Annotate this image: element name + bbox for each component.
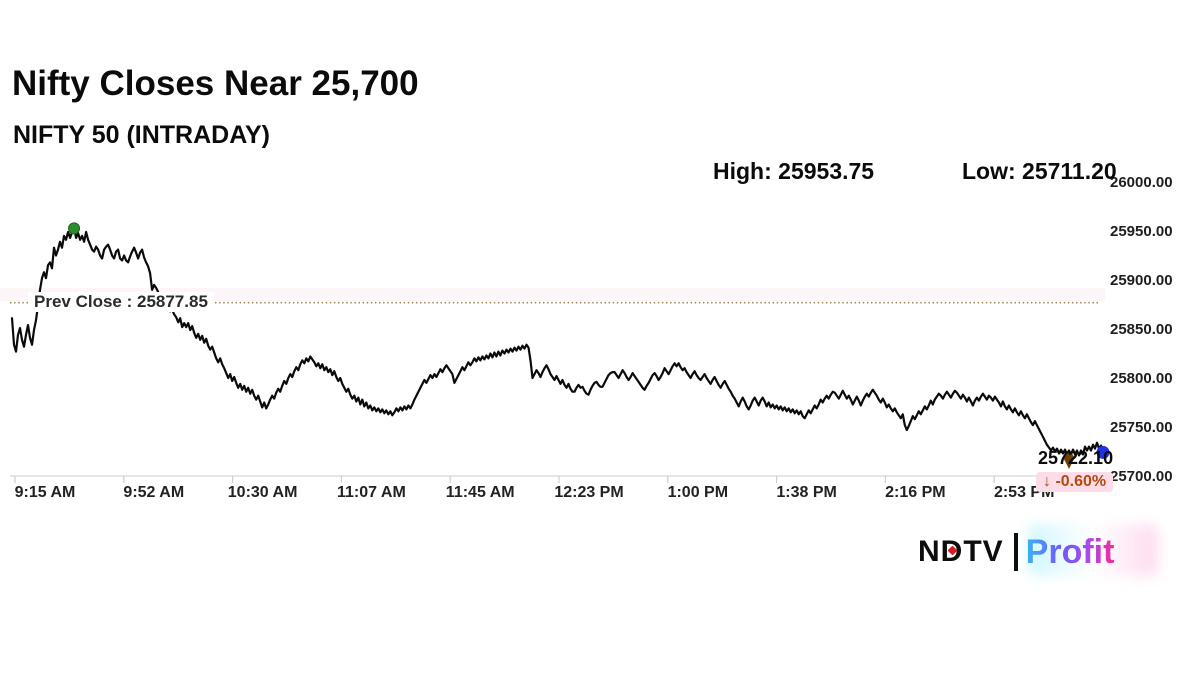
low-value-label: Low: 25711.20 <box>962 158 1117 184</box>
x-axis-tick-label: 12:23 PM <box>554 484 624 501</box>
day-high-marker-icon <box>68 222 81 235</box>
last-price-label: 25722.10 <box>1038 448 1114 468</box>
y-axis-tick-label: 25900.00 <box>1110 272 1173 289</box>
last-price-marker-icon <box>1096 445 1110 459</box>
y-axis-tick-label: 25750.00 <box>1110 419 1173 436</box>
chart-subtitle: NIFTY 50 (INTRADAY) <box>13 121 270 149</box>
x-axis-tick-label: 11:07 AM <box>337 484 406 501</box>
profit-wordmark: Profit <box>1025 532 1115 571</box>
logo-glow <box>1028 524 1158 576</box>
price-line <box>10 227 1105 457</box>
y-axis-tick-label: 26000.00 <box>1110 174 1173 191</box>
change-percent-badge: ↓ -0.60% <box>1036 472 1114 492</box>
ndtv-wordmark: NDTV <box>918 535 1004 568</box>
prev-close-label: Prev Close : 25877.85 <box>28 291 214 312</box>
y-axis-tick-label: 25800.00 <box>1110 370 1173 387</box>
x-axis-tick-label: 1:00 PM <box>667 484 729 501</box>
high-value-label: High: 25953.75 <box>713 158 875 184</box>
x-axis-tick-label: 11:45 AM <box>445 484 515 501</box>
page-title: Nifty Closes Near 25,700 <box>12 64 419 103</box>
price-pin-icon <box>1064 453 1074 469</box>
x-axis-ticks <box>14 476 995 483</box>
x-axis-tick-label: 9:15 AM <box>14 484 76 501</box>
x-axis-tick-label: 1:38 PM <box>776 484 837 501</box>
y-axis-tick-label: 25850.00 <box>1110 321 1173 338</box>
ndtv-profit-logo: NDTV Profit <box>918 526 1114 578</box>
x-axis-tick-label: 10:30 AM <box>227 484 298 501</box>
x-axis-tick-label: 2:16 PM <box>885 484 946 501</box>
y-axis-tick-label: 25950.00 <box>1110 223 1173 240</box>
y-axis-tick-label: 25700.00 <box>1110 468 1173 485</box>
x-axis-tick-label: 9:52 AM <box>123 484 185 501</box>
prev-close-highlight-band <box>0 288 1105 301</box>
logo-separator <box>1013 533 1018 571</box>
